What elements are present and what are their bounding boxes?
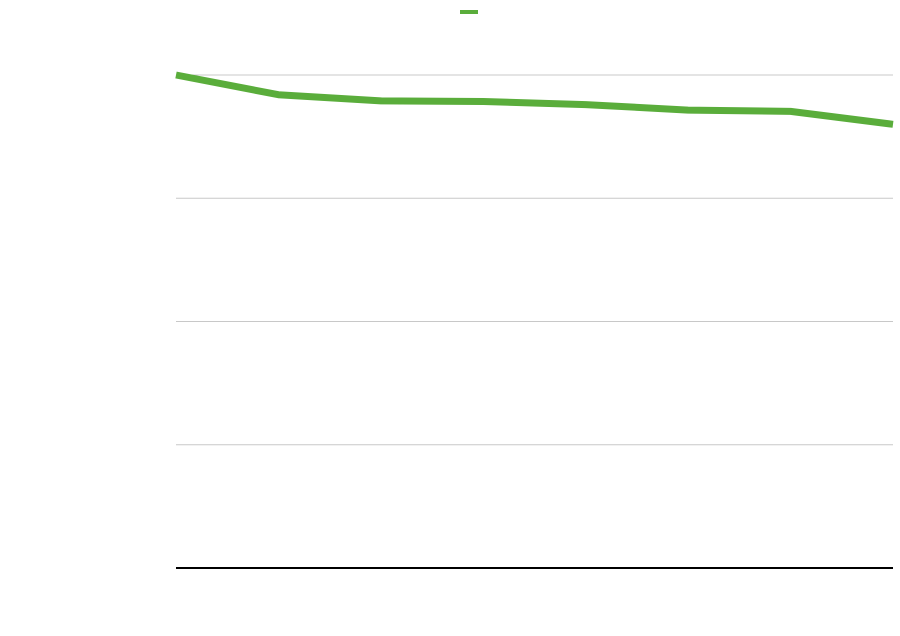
gridlines bbox=[176, 74, 893, 446]
series-layer bbox=[175, 71, 894, 128]
series-line bbox=[175, 71, 894, 128]
